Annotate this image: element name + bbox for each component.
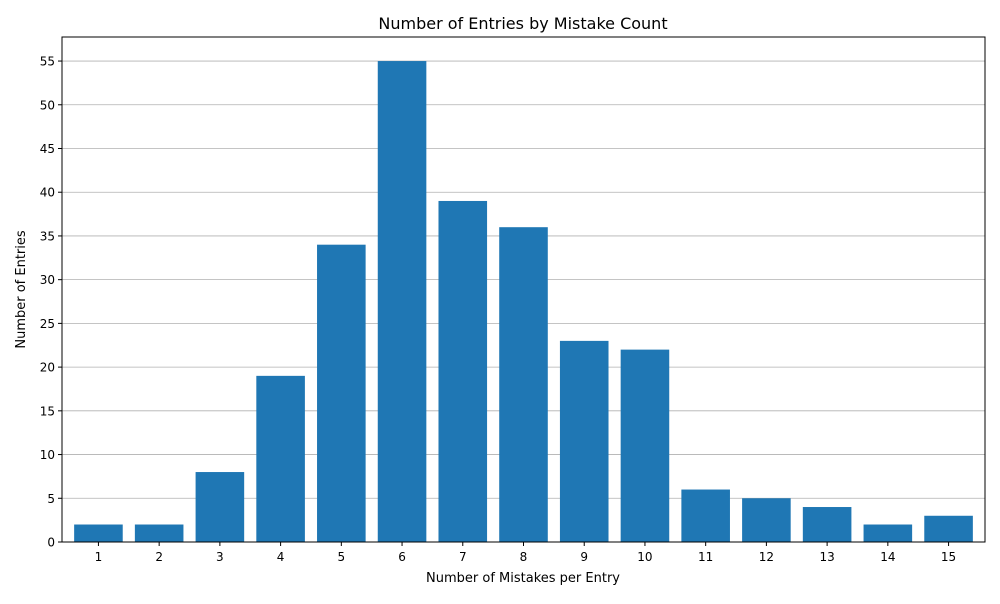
bar: [802, 507, 852, 542]
x-axis-ticks: 1 2 3 4 5 6 7 8 9 10 11 12 13 14 15: [95, 542, 956, 564]
x-tick-label: 15: [941, 550, 956, 564]
bar: [681, 489, 730, 542]
x-tick-label: 5: [338, 550, 346, 564]
bar: [438, 200, 488, 542]
chart-title: Number of Entries by Mistake Count: [378, 14, 667, 33]
y-tick-label: 40: [40, 186, 55, 200]
bar: [863, 524, 913, 542]
bars: [74, 61, 973, 543]
x-tick-label: 1: [95, 550, 103, 564]
bar: [195, 472, 245, 542]
bar: [620, 349, 670, 542]
y-tick-label: 55: [40, 55, 55, 69]
x-tick-label: 6: [398, 550, 406, 564]
y-tick-label: 0: [47, 536, 55, 550]
y-tick-label: 25: [40, 317, 55, 331]
bar: [924, 515, 973, 542]
x-tick-label: 10: [637, 550, 652, 564]
x-tick-label: 11: [698, 550, 713, 564]
bar: [377, 61, 427, 543]
x-tick-label: 9: [580, 550, 588, 564]
x-tick-label: 12: [759, 550, 774, 564]
bar: [317, 244, 366, 543]
bar: [559, 340, 609, 542]
y-tick-label: 30: [40, 273, 55, 287]
x-tick-label: 8: [520, 550, 528, 564]
y-tick-label: 35: [40, 229, 55, 243]
bar: [74, 524, 123, 542]
y-tick-label: 10: [40, 448, 55, 462]
x-tick-label: 3: [216, 550, 224, 564]
x-tick-label: 7: [459, 550, 467, 564]
y-axis-ticks: 0 5 10 15 20 25 30 35 40 45 50 55: [40, 55, 62, 550]
x-tick-label: 4: [277, 550, 285, 564]
y-tick-label: 45: [40, 142, 55, 156]
bar: [742, 498, 791, 542]
bar: [499, 227, 548, 542]
y-tick-label: 15: [40, 404, 55, 418]
x-tick-label: 2: [155, 550, 163, 564]
x-axis-label: Number of Mistakes per Entry: [426, 571, 620, 586]
y-tick-label: 5: [47, 492, 55, 506]
x-tick-label: 14: [880, 550, 895, 564]
bar: [134, 524, 184, 542]
y-axis-label: Number of Entries: [14, 230, 29, 349]
y-tick-label: 20: [40, 361, 55, 375]
y-tick-label: 50: [40, 98, 55, 112]
x-tick-label: 13: [819, 550, 834, 564]
bar: [256, 375, 305, 542]
